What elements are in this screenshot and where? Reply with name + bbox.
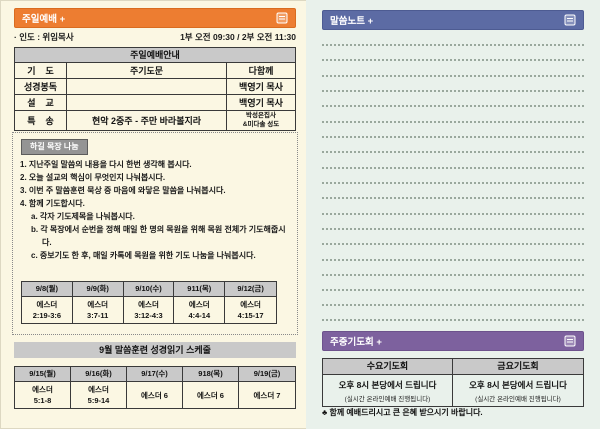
row-person: 다함께: [248, 66, 274, 76]
date-header: 9/9(화): [72, 282, 124, 297]
note-line: [322, 90, 584, 92]
note-icon[interactable]: [276, 12, 288, 24]
row-content: [67, 95, 227, 110]
table-row: 성경봉독 백영기 목사: [15, 79, 295, 95]
mokjang-sharing-button[interactable]: 하길 목장 나눔: [21, 139, 88, 155]
note-line: [322, 289, 584, 291]
reading-cell: 에스더 5:9-14: [71, 382, 127, 408]
prayer-cell: 오후 8시 본당에서 드립니다 (실시간 온라인예배 진행됩니다): [323, 375, 453, 406]
note-line: [322, 304, 584, 306]
row-person: 백영기 목사: [239, 98, 283, 108]
week1-value-row: 에스더 2:19-3:6 에스더 3:7-11 에스더 3:12-4:3 에스더…: [22, 297, 276, 323]
table-row: 기 도 주기도문 다함께: [15, 63, 295, 79]
note-line: [322, 197, 584, 199]
prayer-note: (실시간 온라인예배 진행됩니다): [475, 396, 561, 403]
row-content: 주기도문: [67, 63, 227, 78]
row-content: [67, 79, 227, 94]
note-line: [322, 136, 584, 138]
row-label: 성경봉독: [15, 79, 67, 94]
sermon-notes-header[interactable]: 말씀노트 +: [322, 10, 584, 30]
date-header: 9/10(수): [123, 282, 175, 297]
note-line: [322, 259, 584, 261]
list-item: 1. 지난주일 말씀의 내용을 다시 한번 생각해 봅시다.: [20, 160, 192, 169]
prayer-table-header-row: 수요기도회 금요기도회: [323, 359, 583, 375]
reading-cell: 에스더 4:4-14: [174, 297, 226, 323]
note-line: [322, 121, 584, 123]
list-item: 2. 오늘 설교의 핵심이 무엇인지 나눠봅시다.: [20, 173, 166, 182]
date-header: 9/8(월): [22, 282, 73, 297]
reading-cell: 에스더 7: [253, 390, 281, 400]
date-header: 9/15(월): [15, 367, 71, 382]
note-icon[interactable]: [564, 14, 576, 26]
prayer-meeting-table: 수요기도회 금요기도회 오후 8시 본당에서 드립니다 (실시간 온라인예배 진…: [322, 358, 584, 407]
date-header: 9/12(금): [225, 282, 276, 297]
list-subitem: a. 각자 기도제목을 나눠봅시다.: [31, 212, 135, 221]
list-item: 3. 이번 주 말씀훈련 묵상 중 마음에 와닿은 말씀을 나눠봅시다.: [20, 186, 226, 195]
list-item: 4. 함께 기도합시다.: [20, 199, 85, 208]
reading-cell: 에스더 6: [127, 382, 183, 408]
column-header: 금요기도회: [453, 359, 583, 375]
reading-schedule-week1-table: 9/8(월) 9/9(화) 9/10(수) 911(목) 9/12(금) 에스더…: [21, 281, 277, 324]
note-line: [322, 44, 584, 46]
list-subitem: c. 중보기도 한 후, 매일 카톡에 목원을 위한 기도 나눔을 나눠봅시다.: [31, 251, 256, 260]
mokjang-sharing-list: 1. 지난주일 말씀의 내용을 다시 한번 생각해 봅시다. 2. 오늘 설교의…: [20, 158, 292, 262]
date-header: 918(목): [183, 367, 239, 382]
week2-header-row: 9/15(월) 9/16(화) 9/17(수) 918(목) 9/19(금): [15, 367, 295, 382]
weekday-prayer-title: 주중기도회 +: [330, 337, 382, 348]
list-subitem: b. 각 목장에서 순번을 정해 매일 한 명의 목원을 위해 목원 전체가 기…: [31, 225, 286, 247]
reading-schedule-week2-table: 9/15(월) 9/16(화) 9/17(수) 918(목) 9/19(금) 에…: [14, 366, 296, 409]
sermon-notes-title: 말씀노트 +: [330, 16, 374, 27]
sunday-worship-header[interactable]: 주일예배 +: [14, 8, 296, 28]
reading-cell: 에스더 5:1-8: [15, 382, 71, 408]
september-schedule-title: 9월 말씀훈련 성경읽기 스케줄: [14, 342, 296, 358]
prayer-time: 오후 8시 본당에서 드립니다: [338, 380, 437, 390]
row-label: 설 교: [15, 95, 67, 110]
reading-cell: 에스더 2:19-3:6: [22, 297, 73, 323]
weekday-prayer-header[interactable]: 주중기도회 +: [322, 331, 584, 351]
reading-cell: 에스더 3:12-4:3: [124, 297, 175, 323]
row-person: 백영기 목사: [239, 82, 283, 92]
row-label: 특 송: [15, 111, 67, 130]
row-label: 기 도: [15, 63, 67, 78]
column-header: 수요기도회: [323, 359, 453, 375]
service-leader: · 인도 : 위임목사: [14, 32, 74, 42]
table-row: 특 송 현악 2중주 - 주만 바라볼지라 박성은집사 &미다솔 성도: [15, 111, 295, 130]
worship-order-table: 주일예배안내 기 도 주기도문 다함께 성경봉독 백영기 목사 설 교 백영기 …: [14, 47, 296, 131]
row-content: 현악 2중주 - 주만 바라볼지라: [67, 111, 227, 130]
date-header: 9/17(수): [127, 367, 183, 382]
prayer-time: 오후 8시 본당에서 드립니다: [469, 380, 567, 390]
note-line: [322, 319, 584, 321]
date-header: 911(목): [174, 282, 226, 297]
note-line: [322, 213, 584, 215]
table-row: 설 교 백영기 목사: [15, 95, 295, 111]
note-line: [322, 274, 584, 276]
reading-cell: 에스더 6: [183, 382, 239, 408]
note-line: [322, 243, 584, 245]
note-line: [322, 59, 584, 61]
prayer-note: (실시간 온라인예배 진행됩니다): [344, 396, 431, 403]
prayer-cell: 오후 8시 본당에서 드립니다 (실시간 온라인예배 진행됩니다): [453, 375, 583, 406]
row-person: 박성은집사 &미다솔 성도: [242, 112, 280, 128]
note-line: [322, 182, 584, 184]
service-info-line: · 인도 : 위임목사 1부 오전 09:30 / 2부 오전 11:30: [14, 31, 296, 43]
note-line: [322, 228, 584, 230]
note-line: [322, 75, 584, 77]
note-icon[interactable]: [564, 335, 576, 347]
date-header: 9/16(화): [71, 367, 127, 382]
note-line: [322, 167, 584, 169]
note-line: [322, 105, 584, 107]
worship-order-title: 주일예배안내: [15, 48, 295, 63]
date-header: 9/19(금): [239, 367, 295, 382]
reading-cell: 에스더 4:15-17: [237, 300, 264, 320]
sunday-worship-title: 주일예배 +: [22, 14, 66, 25]
prayer-table-value-row: 오후 8시 본당에서 드립니다 (실시간 온라인예배 진행됩니다) 오후 8시 …: [323, 375, 583, 406]
week2-value-row: 에스더 5:1-8 에스더 5:9-14 에스더 6 에스더 6 에스더 7: [15, 382, 295, 408]
week1-header-row: 9/8(월) 9/9(화) 9/10(수) 911(목) 9/12(금): [22, 282, 276, 297]
note-line: [322, 151, 584, 153]
service-times: 1부 오전 09:30 / 2부 오전 11:30: [180, 32, 296, 42]
mokjang-sharing-box: [12, 132, 298, 335]
prayer-footnote: ♣ 함께 예배드리시고 큰 은혜 받으시기 바랍니다.: [322, 408, 483, 417]
reading-cell: 에스더 3:7-11: [73, 297, 124, 323]
